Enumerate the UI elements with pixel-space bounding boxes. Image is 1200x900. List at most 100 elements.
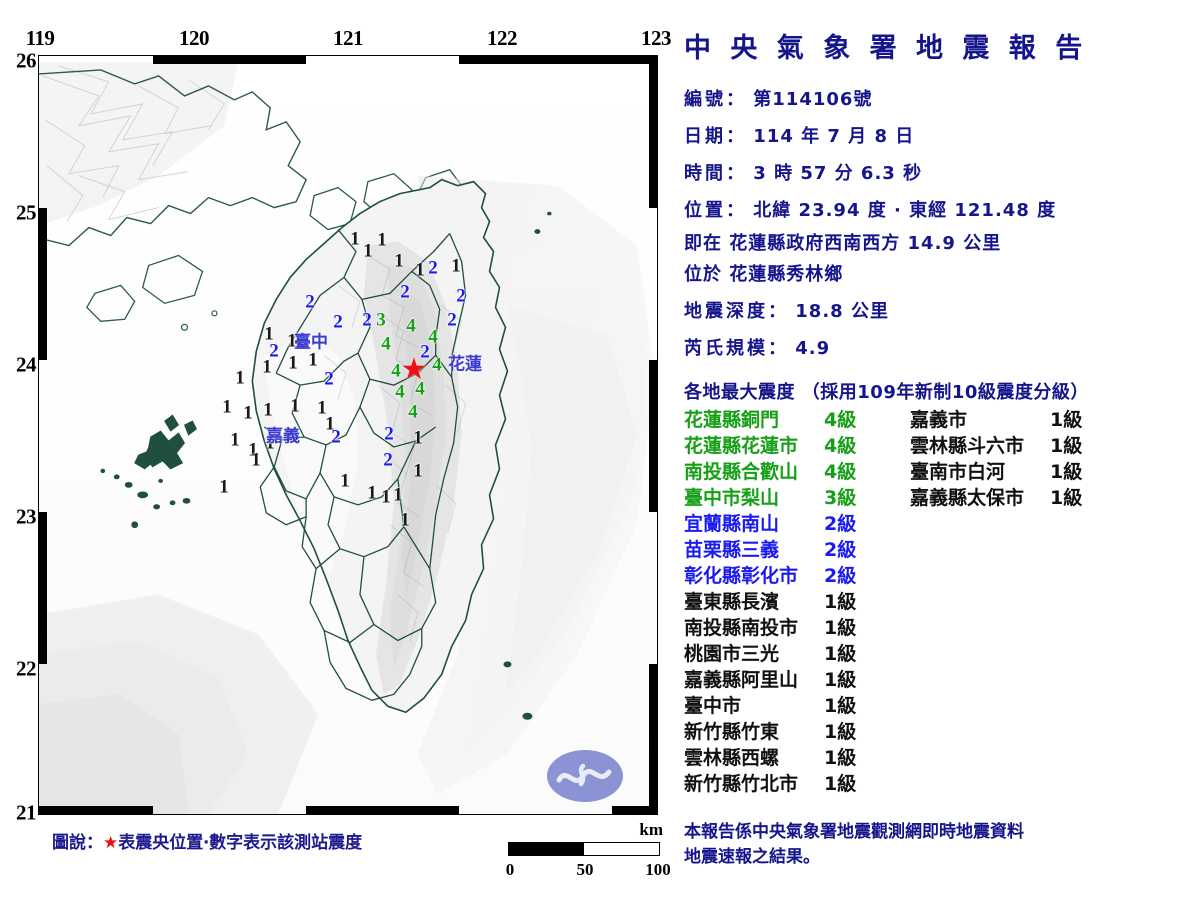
intensity-level: 1級 (824, 695, 857, 717)
intensity-level: 4級 (824, 435, 857, 457)
intensity-place: 花蓮縣花蓮市 (684, 435, 799, 457)
intensity-place: 南投縣合歡山 (684, 461, 799, 483)
intensity-level: 1級 (824, 617, 857, 639)
map-border-segment (649, 56, 657, 208)
intensity-list-left: 花蓮縣銅門 4級 花蓮縣花蓮市 4級 南投縣合歡山 4級 臺中市梨山 3級 宜蘭縣南山 2級 苗栗縣… (684, 407, 856, 797)
meta-value: 114 年 7 月 8 日 (753, 126, 915, 147)
intensity-place: 桃園市三光 (684, 643, 780, 665)
meta-row-magnitude: 芮氏規模： 4.9 (684, 334, 830, 360)
caption-text: 表震央位置‧數字表示該測站震度 (118, 833, 363, 853)
lon-tick: 119 (25, 26, 55, 50)
scale-tick: 0 (505, 860, 515, 879)
intensity-level: 4級 (824, 461, 857, 483)
map-border-segment (39, 512, 47, 664)
lon-tick: 123 (641, 26, 672, 50)
lon-tick: 120 (179, 26, 210, 50)
scale-bar-graphic (508, 842, 660, 856)
intensity-level: 3級 (824, 487, 857, 509)
intensity-row: 南投縣南投市 1級 (684, 615, 856, 641)
map-border-segment (612, 56, 651, 64)
scale-tick: 50 (576, 860, 594, 879)
meta-label: 芮氏規模： (684, 338, 789, 359)
intensity-place: 雲林縣斗六市 (910, 435, 1025, 457)
meta-value: 位於 花蓮縣秀林鄉 (684, 264, 844, 285)
intensity-row: 嘉義縣阿里山 1級 (684, 667, 856, 693)
intensity-level: 2級 (824, 565, 857, 587)
scale-bar: km 0 50 100 (505, 820, 671, 882)
earthquake-map-panel: 119 120 121 122 123 26 25 24 23 22 21 (0, 26, 672, 882)
map-border-segment (153, 56, 306, 64)
intensity-row: 臺東縣長濱 1級 (684, 589, 856, 615)
intensity-level: 2級 (824, 539, 857, 561)
intensity-row: 彰化縣彰化市 2級 (684, 563, 856, 589)
meta-row-township: 位於 花蓮縣秀林鄉 (684, 260, 843, 286)
lat-tick: 25 (16, 200, 37, 225)
lat-tick: 22 (16, 656, 37, 681)
map-border-segment (649, 360, 657, 512)
intensity-list-right: 嘉義市 1級 雲林縣斗六市 1級 臺南市白河 1級 嘉義縣太保市 1級 (910, 407, 1082, 511)
footnote-line: 地震速報之結果。 (684, 847, 820, 867)
intensity-place: 臺南市白河 (910, 461, 1006, 483)
intensity-row: 桃園市三光 1級 (684, 641, 856, 667)
intensity-level: 1級 (824, 591, 857, 613)
intensity-place: 臺中市 (684, 695, 742, 717)
intensity-level: 4級 (824, 409, 857, 431)
cwa-logo-watermark (547, 750, 623, 802)
map-border-segment (459, 56, 612, 64)
meta-row-location: 位置： 北緯 23.94 度 · 東經 121.48 度 (684, 196, 1056, 222)
scale-tick: 100 (645, 860, 671, 879)
map-caption: 圖說：★表震央位置‧數字表示該測站震度 (52, 828, 362, 853)
scale-unit: km (639, 820, 663, 839)
intensity-place: 苗栗縣三義 (684, 539, 780, 561)
intensity-row: 臺中市 1級 (684, 693, 856, 719)
meta-label: 時間： (684, 163, 747, 184)
map-canvas[interactable] (38, 55, 658, 815)
intensity-place: 新竹縣竹東 (684, 721, 780, 743)
intensity-level: 2級 (824, 513, 857, 535)
intensity-row: 花蓮縣花蓮市 4級 (684, 433, 856, 459)
intensity-row: 嘉義市 1級 (910, 407, 1082, 433)
intensity-row: 臺南市白河 1級 (910, 459, 1082, 485)
intensity-level: 1級 (1050, 487, 1083, 509)
intensity-level: 1級 (824, 669, 857, 691)
intensity-place: 宜蘭縣南山 (684, 513, 780, 535)
intensity-place: 嘉義縣阿里山 (684, 669, 799, 691)
epicenter-star-icon: ★ (103, 833, 119, 853)
map-border-segment (612, 806, 657, 814)
earthquake-report-panel: 中 央 氣 象 署 地 震 報 告 編號： 第114106號 日期： 114 年… (676, 0, 1200, 900)
report-footnote: 本報告係中央氣象署地震觀測網即時地震資料 地震速報之結果。 (684, 820, 1024, 870)
intensity-level: 1級 (1050, 409, 1083, 431)
intensity-section-heading: 各地最大震度 （採用109年新制10級震度分級） (684, 382, 1089, 403)
intensity-place: 臺中市梨山 (684, 487, 780, 509)
meta-value: 18.8 公里 (795, 301, 889, 322)
map-border-segment (39, 806, 153, 814)
intensity-row: 雲林縣西螺 1級 (684, 745, 856, 771)
intensity-row: 新竹縣竹東 1級 (684, 719, 856, 745)
meta-value: 3 時 57 分 6.3 秒 (753, 163, 923, 184)
longitude-axis: 119 120 121 122 123 (0, 26, 672, 52)
intensity-row: 嘉義縣太保市 1級 (910, 485, 1082, 511)
intensity-place: 新竹縣竹北市 (684, 773, 799, 795)
meta-label: 地震深度： (684, 301, 789, 322)
intensity-row: 新竹縣竹北市 1級 (684, 771, 856, 797)
intensity-row: 雲林縣斗六市 1級 (910, 433, 1082, 459)
meta-row-time: 時間： 3 時 57 分 6.3 秒 (684, 159, 922, 185)
intensity-row: 南投縣合歡山 4級 (684, 459, 856, 485)
meta-value: 4.9 (795, 338, 831, 359)
lat-tick: 23 (16, 504, 37, 529)
intensity-row: 花蓮縣銅門 4級 (684, 407, 856, 433)
intensity-row: 臺中市梨山 3級 (684, 485, 856, 511)
intensity-level: 1級 (1050, 435, 1083, 457)
intensity-place: 花蓮縣銅門 (684, 409, 780, 431)
map-border-segment (306, 806, 459, 814)
terrain-relief (39, 56, 657, 814)
intensity-level: 1級 (824, 721, 857, 743)
intensity-level: 1級 (824, 773, 857, 795)
intensity-place: 嘉義市 (910, 409, 968, 431)
intensity-place: 雲林縣西螺 (684, 747, 780, 769)
intensity-place: 南投縣南投市 (684, 617, 799, 639)
intensity-level: 1級 (824, 747, 857, 769)
intensity-place: 嘉義縣太保市 (910, 487, 1025, 509)
intensity-level: 1級 (824, 643, 857, 665)
meta-value: 即在 花蓮縣政府西南西方 14.9 公里 (684, 233, 1002, 254)
